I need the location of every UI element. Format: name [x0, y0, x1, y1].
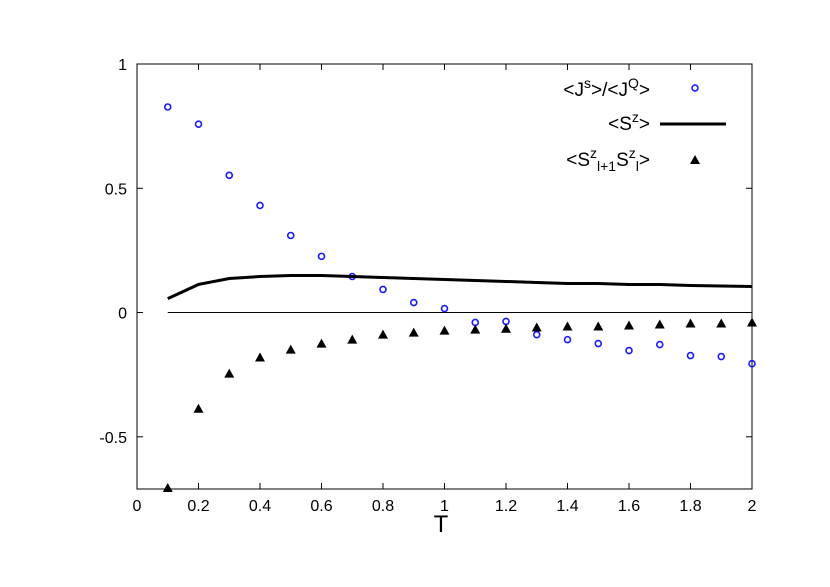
plot-frame — [136, 63, 753, 490]
triangle-point — [408, 327, 419, 337]
legend-label-part: Q — [628, 75, 639, 91]
x-tick-label: 0.6 — [310, 498, 332, 515]
ring-point — [379, 285, 387, 294]
legend-label-part: <J — [563, 80, 584, 101]
legend-label-part: > — [639, 80, 650, 101]
legend-label-part: z — [590, 145, 597, 161]
ring-point — [286, 231, 295, 240]
legend-swatch — [691, 84, 699, 92]
triangle-point — [316, 338, 327, 348]
triangle-point — [716, 318, 727, 328]
ring-point — [594, 339, 603, 348]
triangle-point — [224, 368, 235, 378]
legend-label-part: > — [639, 114, 650, 135]
x-tick-label: 1.6 — [618, 498, 640, 515]
triangle-point — [162, 483, 173, 493]
ring-point — [163, 103, 172, 111]
triangle-point — [654, 319, 665, 329]
ring-point — [194, 120, 203, 128]
x-tick-label: 1 — [440, 498, 449, 515]
legend-label-part: l — [636, 158, 639, 174]
triangle-point — [347, 334, 358, 344]
legend-label: <Js>/<JQ> — [563, 75, 650, 101]
x-tick-label: 0 — [133, 498, 142, 515]
legend-label-part: z — [632, 109, 639, 125]
ring-point — [717, 352, 726, 361]
triangle-point — [378, 329, 388, 339]
triangle-point — [747, 317, 757, 327]
ring-point — [440, 304, 449, 313]
ring-point — [471, 318, 480, 327]
ring-point — [225, 171, 234, 180]
legend-label: <Szl+1Szl> — [566, 145, 650, 174]
triangle-point — [531, 322, 542, 332]
x-tick-label: 1.4 — [556, 498, 578, 515]
legend-label-part: l+1 — [597, 158, 616, 174]
triangle-point — [501, 323, 511, 333]
legend-label-part: <S — [566, 150, 590, 171]
ring-point — [563, 335, 572, 344]
x-tick-label: 1.2 — [495, 498, 517, 515]
triangle-point — [562, 321, 573, 331]
y-tick-label: -0.5 — [99, 430, 127, 447]
legend-label-part: <S — [608, 114, 632, 135]
triangle-point — [439, 325, 450, 335]
x-tick-label: 1.8 — [679, 498, 701, 515]
legend-swatch — [690, 155, 700, 164]
x-axis-label: T — [434, 511, 449, 538]
ring-point — [625, 346, 633, 355]
x-tick-label: 0.4 — [249, 498, 271, 515]
x-tick-label: 0.8 — [372, 498, 394, 515]
y-tick-label: 0.5 — [105, 181, 127, 198]
y-tick-label: 1 — [118, 57, 127, 74]
triangle-point — [255, 352, 265, 362]
triangle-point — [593, 321, 604, 331]
legend-label-part: s — [584, 75, 591, 91]
legend-label-part: z — [629, 145, 636, 161]
x-tick-label: 0.2 — [187, 498, 209, 515]
ring-point — [748, 359, 756, 368]
legend-label-part: >/<J — [591, 80, 628, 101]
y-tick-label: 0 — [118, 306, 127, 323]
ring-point — [686, 351, 695, 360]
ring-point — [409, 298, 418, 307]
ring-point — [317, 252, 326, 261]
ring-point — [532, 330, 541, 339]
triangle-point — [470, 324, 481, 334]
legend-label-part: > — [639, 150, 650, 171]
ring-point — [256, 201, 264, 210]
legend-label: <Sz> — [608, 109, 650, 135]
ring-point — [502, 317, 510, 326]
series-line — [167, 274, 753, 300]
legend-label-part: S — [616, 150, 629, 171]
x-tick-label: 2 — [748, 498, 757, 515]
triangle-point — [624, 320, 634, 330]
triangle-point — [193, 403, 204, 413]
ring-point — [655, 340, 664, 349]
triangle-point — [685, 318, 696, 328]
triangle-point — [285, 344, 296, 354]
